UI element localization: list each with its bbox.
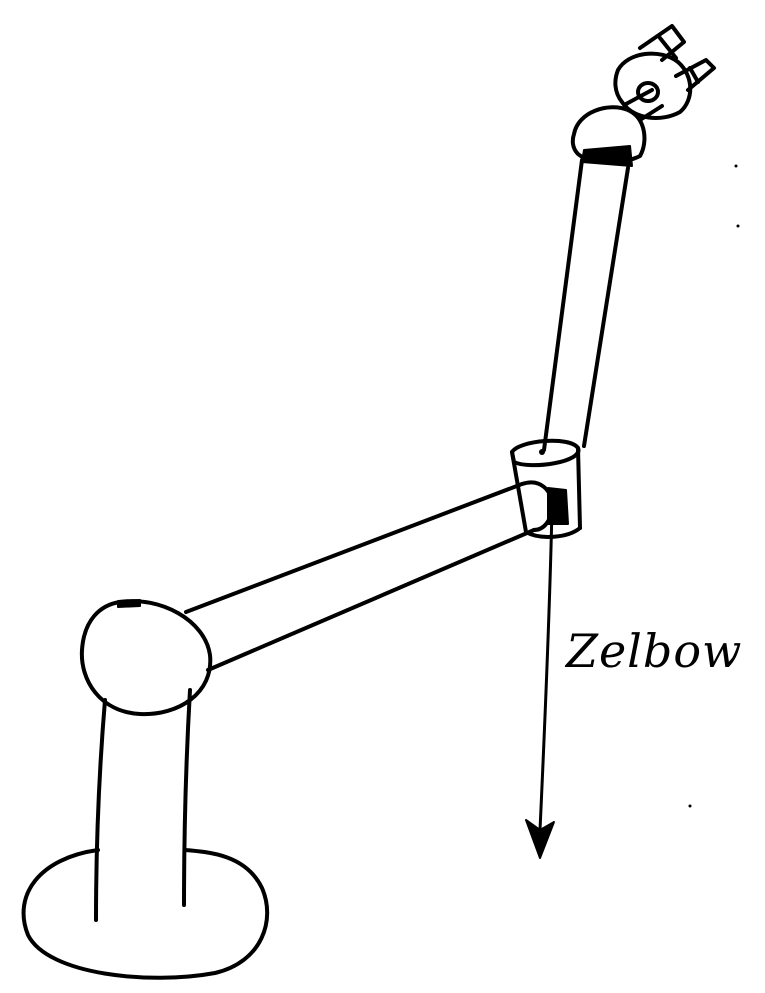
elbow-joint-bottom [524, 526, 582, 539]
sketch-dot [734, 164, 738, 168]
sketch-dot [736, 224, 740, 228]
gripper-disc-hub [636, 81, 660, 103]
base-column-right [182, 688, 192, 907]
zelbow-arrow-head [525, 819, 555, 859]
gripper-disc [613, 51, 693, 120]
zelbow-arrow-shaft [538, 506, 554, 832]
gripper-finger-upper [638, 24, 686, 62]
upper-arm-bottom-edge [206, 528, 536, 672]
gripper-finger-lower-inner [688, 66, 700, 84]
shoulder-joint-cap [117, 599, 141, 608]
forearm-left-edge [542, 158, 584, 452]
shoulder-joint [79, 599, 213, 717]
elbow-joint-left-side [510, 450, 528, 534]
elbow-joint-right-side [576, 446, 582, 530]
forearm-right-edge [582, 166, 630, 448]
zelbow-label: Zelbow [566, 624, 743, 678]
upper-arm-top-edge [184, 482, 524, 614]
wrist-joint [570, 105, 647, 165]
base-column-left [94, 698, 107, 922]
base-foot [21, 848, 270, 980]
sketch-dot [688, 804, 692, 808]
gripper-finger-upper-inner [658, 36, 678, 60]
